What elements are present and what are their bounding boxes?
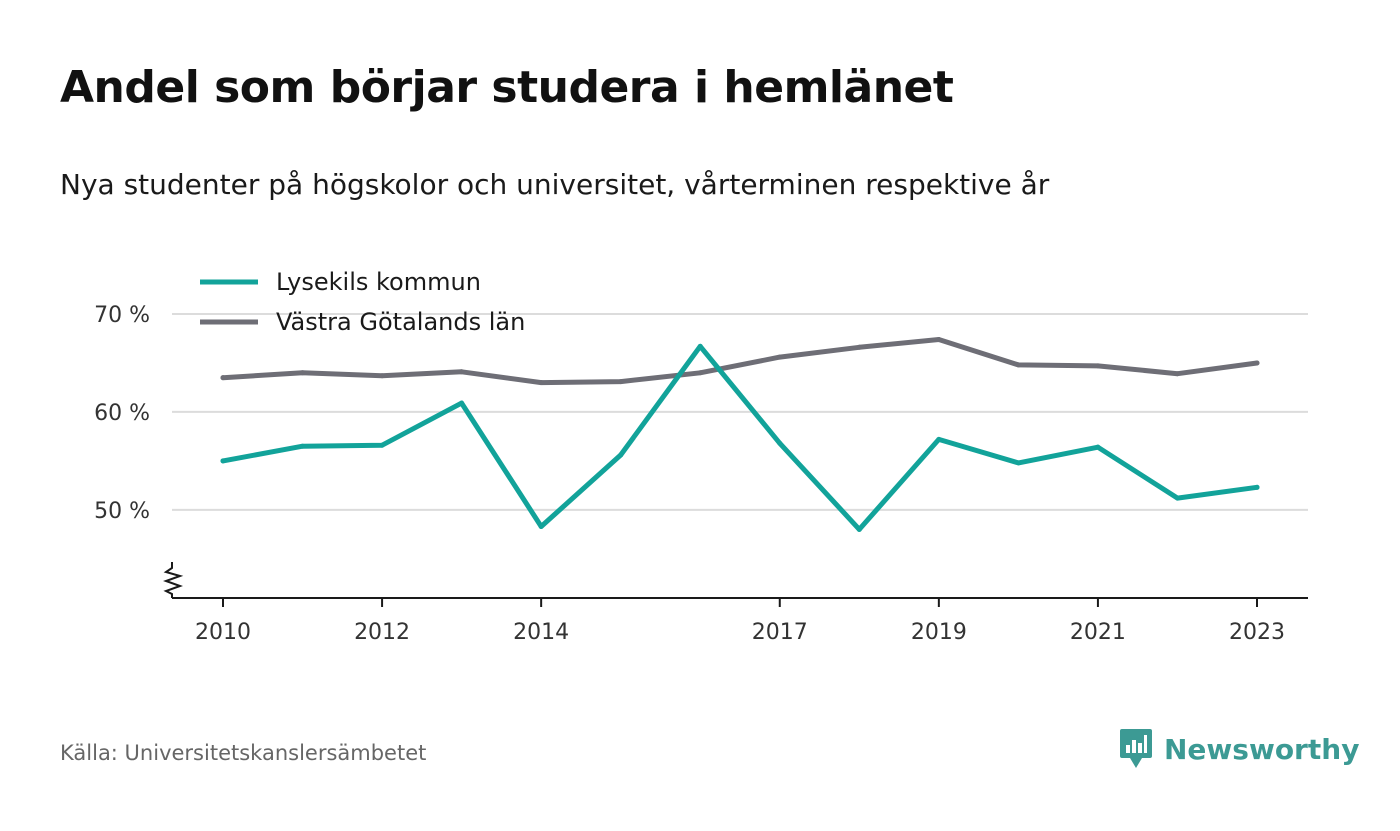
data-point: [936, 336, 942, 342]
x-tick-label: 2014: [513, 620, 569, 645]
data-point: [697, 343, 703, 349]
data-point: [618, 452, 624, 458]
gridlines: [172, 313, 1308, 511]
data-point: [697, 370, 703, 376]
newsworthy-logo-icon: [1120, 729, 1152, 768]
series-line-0: [220, 343, 1260, 532]
data-point: [379, 442, 385, 448]
data-point: [379, 373, 385, 379]
data-point: [1095, 444, 1101, 450]
data-point: [618, 379, 624, 385]
legend-label: Lysekils kommun: [276, 268, 481, 296]
x-tick-label: 2019: [911, 620, 967, 645]
data-point: [459, 369, 465, 375]
y-tick-label: 70 %: [94, 303, 150, 328]
data-point: [1254, 360, 1260, 366]
data-point: [1174, 495, 1180, 501]
axis-break-icon: [163, 562, 184, 598]
data-point: [777, 354, 783, 360]
y-tick-label: 50 %: [94, 499, 150, 524]
data-point: [1015, 460, 1021, 466]
x-tick-label: 2023: [1229, 620, 1285, 645]
data-point: [459, 400, 465, 406]
data-point: [220, 458, 226, 464]
data-point: [1174, 371, 1180, 377]
data-point: [300, 443, 306, 449]
x-tick-label: 2012: [354, 620, 410, 645]
data-point: [1095, 363, 1101, 369]
brand-name: Newsworthy: [1164, 732, 1360, 766]
brand-logo[interactable]: Newsworthy: [1118, 728, 1359, 770]
data-point: [777, 440, 783, 446]
series-line-1: [220, 337, 1260, 386]
data-point: [538, 380, 544, 386]
legend: Lysekils kommun Västra Götalands län: [200, 268, 525, 336]
legend-label: Västra Götalands län: [276, 308, 525, 336]
source-note: Källa: Universitetskanslersämbetet: [60, 741, 427, 765]
data-point: [856, 526, 862, 532]
chart-title: Andel som börjar studera i hemlänet: [60, 62, 954, 113]
data-point: [538, 524, 544, 530]
y-axis-ticks: 70 % 60 % 50 %: [94, 303, 150, 524]
x-axis: [163, 562, 1308, 599]
x-tick-label: 2021: [1070, 620, 1126, 645]
x-tick-label: 2010: [195, 620, 251, 645]
data-point: [220, 375, 226, 381]
chart-subtitle: Nya studenter på högskolor och universit…: [60, 168, 1050, 201]
data-point: [1254, 484, 1260, 490]
data-point: [1015, 362, 1021, 368]
x-tick-label: 2017: [752, 620, 808, 645]
data-point: [856, 344, 862, 350]
line-chart: 70 % 60 % 50 % 2010 2012 2014 2017 2019 2021 202…: [94, 268, 1308, 645]
series-lines: [220, 336, 1260, 532]
x-axis-ticks: 2010 2012 2014 2017 2019 2021 2023: [195, 598, 1285, 645]
y-tick-label: 60 %: [94, 401, 150, 426]
data-point: [300, 370, 306, 376]
data-point: [936, 436, 942, 442]
